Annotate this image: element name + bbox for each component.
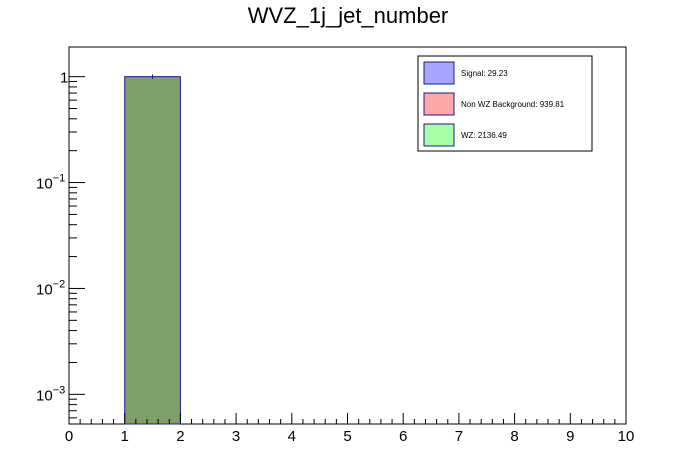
- x-tick-label-9: 9: [566, 428, 574, 445]
- x-tick-label-10: 10: [618, 428, 635, 445]
- y-tick-label: 1: [60, 70, 68, 87]
- x-tick-label-5: 5: [343, 428, 351, 445]
- y-tick-label: 10−2: [36, 278, 65, 298]
- y-tick-label: 10−3: [36, 384, 65, 404]
- legend-swatch-3: [423, 123, 455, 147]
- x-tick-label-8: 8: [510, 428, 518, 445]
- legend-swatch-1: [423, 61, 455, 85]
- chart-title: WVZ_1j_jet_number: [248, 3, 449, 28]
- legend-swatch-2: [423, 92, 455, 116]
- y-axis: 1 10−1 10−2 10−3: [36, 70, 85, 419]
- legend-label-3: WZ: 2136.49: [461, 131, 507, 140]
- x-tick-label-1: 1: [121, 428, 129, 445]
- x-tick-label-0: 0: [65, 428, 73, 445]
- legend-label-2: Non WZ Background: 939.81: [461, 100, 565, 109]
- x-tick-label-6: 6: [399, 428, 407, 445]
- legend-entries: Signal: 29.23 Non WZ Background: 939.81 WZ…: [423, 61, 565, 147]
- bars-layer: [124, 74, 181, 425]
- y-tick-label: 10−1: [36, 173, 65, 193]
- legend-label-1: Signal: 29.23: [461, 69, 508, 78]
- x-tick-label-4: 4: [288, 428, 296, 445]
- x-tick-label-2: 2: [176, 428, 184, 445]
- x-tick-label-7: 7: [455, 428, 463, 445]
- x-axis: 0 1 2 3 4 5 6 7 8 9 10: [65, 413, 635, 445]
- x-tick-label-3: 3: [232, 428, 240, 445]
- bar-bin-1: [124, 76, 181, 425]
- legend: Signal: 29.23 Non WZ Background: 939.81 WZ…: [417, 55, 593, 152]
